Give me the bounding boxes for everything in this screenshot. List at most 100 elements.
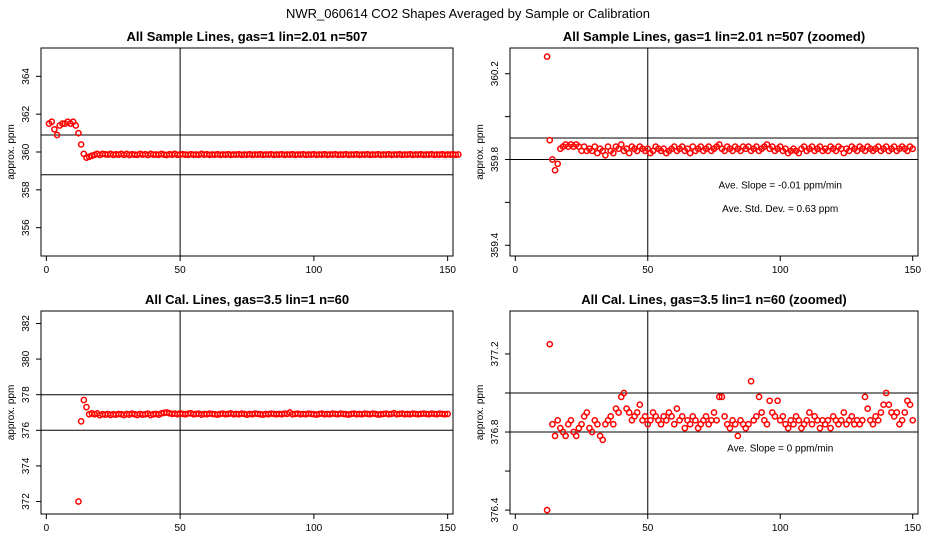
data-point (755, 393, 763, 401)
data-point (721, 413, 728, 420)
data-point (771, 413, 779, 420)
data-point (53, 131, 61, 139)
data-point (77, 418, 85, 425)
panel-cal-lines-zoomed: All Cal. Lines, gas=3.5 lin=1 n=60 (zoom… (475, 292, 921, 534)
data-series (543, 340, 917, 514)
data-point (718, 393, 726, 401)
data-point (615, 409, 622, 416)
data-point (554, 160, 562, 168)
x-tick-label: 50 (642, 523, 654, 534)
data-point (692, 416, 699, 424)
data-point (578, 420, 585, 428)
data-point (906, 401, 914, 409)
data-point (588, 428, 596, 436)
data-point (774, 397, 781, 405)
x-tick-label: 100 (772, 523, 789, 534)
figure-title: NWR_060614 CO2 Shapes Averaged by Sample… (286, 6, 650, 21)
data-point (824, 416, 832, 424)
data-point (882, 389, 890, 397)
annotation-text: Ave. Slope = 0 ppm/min (727, 444, 833, 455)
data-point (898, 416, 906, 424)
data-point (784, 424, 792, 432)
x-tick-label: 100 (306, 265, 323, 276)
y-tick-label: 360 (21, 143, 32, 160)
x-tick-label: 150 (904, 523, 921, 534)
data-point (686, 149, 694, 157)
x-tick-label: 150 (904, 265, 921, 276)
data-point (901, 409, 909, 416)
y-axis-label: approx. ppm (475, 385, 486, 441)
data-point (893, 409, 901, 416)
x-tick-label: 100 (306, 523, 323, 534)
x-tick-label: 0 (513, 265, 519, 276)
x-tick-label: 0 (513, 523, 519, 534)
data-point (641, 413, 649, 420)
data-point (554, 416, 562, 424)
data-point (726, 424, 734, 432)
panel-title: All Sample Lines, gas=1 lin=2.01 n=507 (… (563, 29, 865, 44)
data-point (885, 401, 893, 409)
x-tick-label: 0 (44, 265, 50, 276)
data-point (452, 151, 460, 159)
data-point (803, 416, 811, 424)
data-point (668, 413, 675, 420)
x-tick-label: 150 (439, 523, 456, 534)
plot-frame (40, 310, 454, 515)
data-point (75, 129, 82, 137)
data-point (909, 416, 917, 424)
data-point (543, 53, 551, 60)
y-tick-label: 374 (21, 457, 32, 474)
data-point (813, 416, 821, 424)
data-point (806, 409, 813, 416)
data-point (543, 506, 551, 514)
data-point (710, 409, 718, 416)
data-point (657, 420, 665, 428)
data-point (647, 416, 654, 424)
y-tick-label: 382 (21, 315, 32, 332)
data-point (837, 416, 845, 424)
x-tick-label: 50 (175, 265, 187, 276)
y-tick-label: 364 (21, 68, 32, 85)
data-point (551, 432, 559, 440)
data-point (599, 436, 607, 444)
data-point (840, 409, 848, 416)
data-point (790, 420, 797, 428)
data-point (567, 416, 575, 424)
data-point (686, 420, 694, 428)
data-point (702, 413, 710, 420)
data-point (546, 136, 554, 144)
y-tick-label: 362 (21, 105, 32, 122)
data-point (869, 420, 877, 428)
data-point (75, 498, 82, 505)
y-tick-label: 359.8 (490, 147, 501, 172)
data-point (708, 416, 715, 424)
data-point (51, 125, 58, 133)
y-tick-label: 372 (21, 493, 32, 510)
plot-frame (509, 310, 919, 515)
data-series (543, 53, 917, 174)
panel-title: All Cal. Lines, gas=3.5 lin=1 n=60 (145, 292, 349, 307)
data-point (625, 149, 633, 157)
data-point (864, 405, 872, 412)
data-point (48, 118, 56, 126)
x-tick-label: 50 (642, 265, 654, 276)
data-point (763, 420, 771, 428)
data-point (713, 416, 720, 424)
data-point (83, 403, 90, 411)
data-point (670, 420, 678, 428)
data-point (562, 432, 569, 440)
panel-sample-lines: All Sample Lines, gas=1 lin=2.01 n=507 0 5… (6, 29, 462, 276)
data-point (877, 409, 885, 416)
data-point (609, 149, 617, 157)
data-point (859, 416, 866, 424)
data-point (633, 409, 641, 416)
data-point (779, 413, 787, 420)
data-point (441, 410, 449, 418)
data-point (549, 420, 556, 428)
data-point (673, 405, 681, 412)
y-axis-label: approx. ppm (6, 385, 17, 441)
x-tick-label: 0 (44, 523, 50, 534)
data-point (681, 424, 689, 432)
data-point (827, 424, 834, 432)
annotation-text: Ave. Std. Dev. = 0.63 ppm (722, 204, 838, 215)
